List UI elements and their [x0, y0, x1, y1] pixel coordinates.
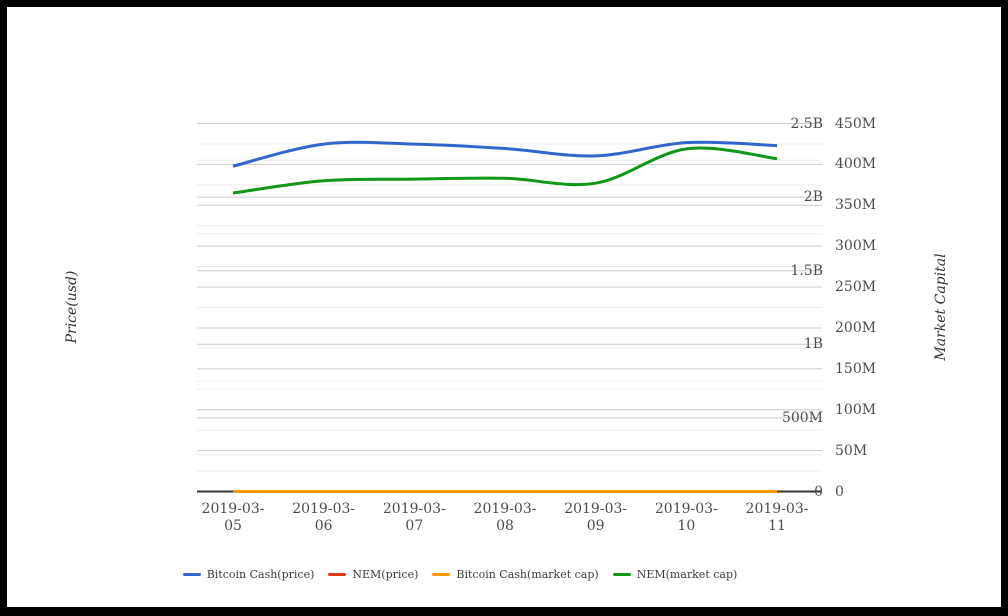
x-tick-line2: 10	[677, 518, 696, 534]
x-tick-line2: 11	[768, 518, 786, 534]
right-axis-tick-label: 100M	[835, 401, 877, 418]
legend-item-nem-price: NEM(price)	[328, 568, 418, 581]
legend-swatch-icon	[612, 572, 631, 576]
right-axis-tick-label: 400M	[835, 156, 877, 173]
right-axis-tick-label: 450M	[835, 115, 877, 132]
x-tick-line1: 2019-03-	[564, 501, 628, 517]
right-axis-tick-label: 350M	[835, 197, 877, 214]
right-axis-tick-label: 150M	[835, 360, 877, 377]
left-axis-tick-label: 1.5B	[790, 262, 823, 279]
legend-swatch-icon	[432, 572, 451, 576]
x-axis-tick-label: 2019-03- 06	[278, 501, 370, 535]
legend-label: NEM(price)	[352, 567, 419, 581]
x-tick-line1: 2019-03-	[382, 501, 446, 517]
legend-item-nem-market-cap: NEM(market cap)	[612, 567, 738, 581]
left-axis-title: Price(usd)	[64, 270, 80, 344]
x-tick-line2: 08	[496, 518, 514, 534]
x-tick-line2: 09	[586, 518, 605, 534]
x-tick-line1: 2019-03-	[473, 501, 537, 517]
left-axis-tick-label: 2.5B	[790, 115, 823, 132]
right-axis-title: Market Capital	[933, 253, 949, 361]
right-axis-tick-label: 300M	[835, 238, 877, 255]
x-tick-line2: 05	[224, 518, 242, 534]
right-axis-tick-label: 200M	[835, 319, 877, 336]
series-line-bitcoin-cash-price	[232, 140, 778, 168]
x-tick-line1: 2019-03-	[745, 501, 809, 517]
legend-item-bitcoin-cash-market-cap: Bitcoin Cash(market cap)	[432, 567, 599, 581]
right-axis-tick-label: 250M	[835, 279, 877, 296]
legend-label: Bitcoin Cash(price)	[206, 567, 315, 581]
x-axis-tick-label: 2019-03- 10	[640, 501, 732, 535]
x-tick-line1: 2019-03-	[654, 501, 718, 517]
x-tick-line1: 2019-03-	[201, 501, 265, 517]
left-axis-tick-label: 500M	[781, 409, 823, 426]
left-axis-tick-label: 2B	[803, 189, 823, 206]
left-axis-tick-label: 0	[814, 483, 823, 500]
x-axis-tick-label: 2019-03- 09	[550, 501, 642, 535]
chart-legend: Bitcoin Cash(price) NEM(price) Bitcoin Cas…	[0, 566, 920, 582]
x-axis-tick-label: 2019-03- 11	[731, 501, 823, 535]
x-tick-line2: 06	[314, 518, 333, 534]
x-tick-line2: 07	[405, 518, 424, 534]
chart-page: 2.5B 2B 1.5B 1B 500M 0 450M 400M 350M 300M 250M 20…	[7, 7, 1001, 607]
right-axis-tick-label: 0	[835, 483, 844, 500]
legend-label: Bitcoin Cash(market cap)	[456, 567, 599, 581]
x-axis-tick-label: 2019-03- 07	[368, 501, 460, 535]
right-axis-tick-label: 50M	[835, 442, 868, 459]
legend-item-bitcoin-cash-price: Bitcoin Cash(price)	[182, 567, 315, 581]
legend-swatch-icon	[182, 572, 201, 576]
left-axis-tick-label: 1B	[803, 336, 823, 353]
x-axis-tick-label: 2019-03- 08	[459, 501, 551, 535]
x-axis-tick-label: 2019-03- 05	[187, 501, 279, 535]
legend-label: NEM(market cap)	[636, 567, 738, 581]
series-line-nem-market-cap	[232, 146, 778, 195]
legend-swatch-icon	[328, 572, 347, 576]
x-tick-line1: 2019-03-	[292, 501, 356, 517]
